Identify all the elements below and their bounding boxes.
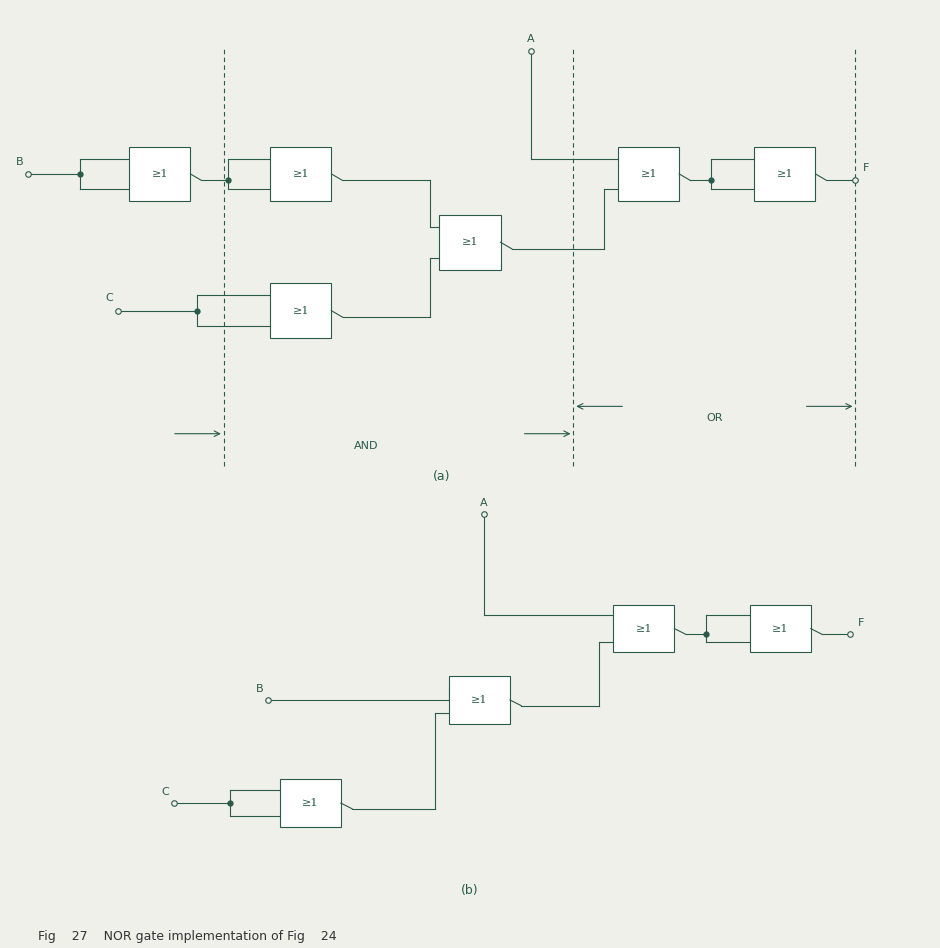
Text: B: B [256, 684, 263, 694]
Text: C: C [105, 293, 113, 303]
Text: Fig    27    NOR gate implementation of Fig    24: Fig 27 NOR gate implementation of Fig 24 [38, 930, 337, 943]
Text: B: B [16, 156, 24, 167]
Text: A: A [527, 34, 535, 45]
Text: ≥1: ≥1 [151, 169, 168, 179]
Text: ≥1: ≥1 [471, 695, 488, 705]
FancyBboxPatch shape [754, 147, 816, 201]
Text: C: C [162, 787, 169, 796]
FancyBboxPatch shape [130, 147, 190, 201]
FancyBboxPatch shape [271, 283, 331, 338]
Text: F: F [857, 618, 864, 628]
Text: AND: AND [354, 441, 379, 450]
Text: ≥1: ≥1 [635, 624, 652, 633]
Text: ≥1: ≥1 [776, 169, 793, 179]
Text: ≥1: ≥1 [302, 798, 319, 808]
Text: ≥1: ≥1 [462, 237, 478, 247]
FancyBboxPatch shape [619, 147, 680, 201]
FancyBboxPatch shape [449, 676, 509, 723]
Text: ≥1: ≥1 [640, 169, 657, 179]
FancyBboxPatch shape [271, 147, 331, 201]
Text: (a): (a) [433, 470, 450, 483]
FancyBboxPatch shape [280, 779, 340, 827]
Text: OR: OR [706, 413, 723, 423]
FancyBboxPatch shape [750, 605, 810, 652]
Text: (b): (b) [462, 884, 478, 897]
Text: ≥1: ≥1 [292, 305, 309, 316]
FancyBboxPatch shape [613, 605, 674, 652]
Text: A: A [480, 498, 488, 508]
Text: ≥1: ≥1 [292, 169, 309, 179]
Text: F: F [863, 163, 869, 173]
FancyBboxPatch shape [439, 215, 500, 269]
Text: ≥1: ≥1 [772, 624, 789, 633]
